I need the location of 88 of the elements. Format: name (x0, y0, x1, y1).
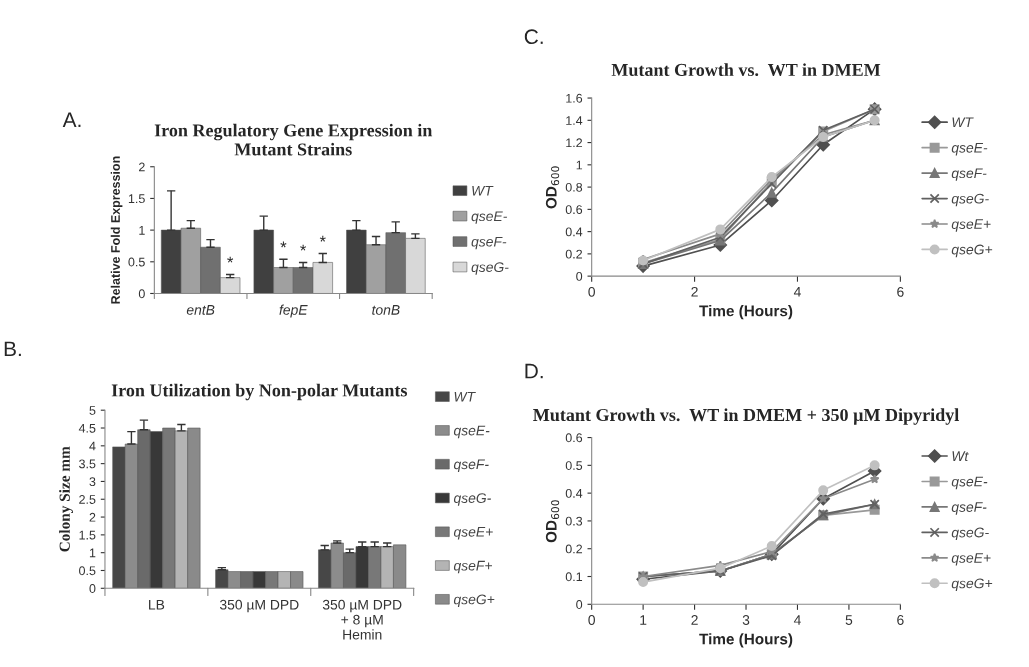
x-tick-label: 4 (793, 615, 801, 625)
text: A. (62, 112, 81, 127)
x-tick-label: 350 µM DPD (219, 599, 299, 613)
x-tick-label: entB (186, 305, 215, 315)
legend-label: WT (952, 117, 974, 128)
y-tick-label: 5 (89, 406, 96, 415)
y-tick-label: 0.5 (79, 566, 96, 576)
y-tick-label: 1 (139, 226, 145, 235)
y-axis-title: Relative Fold Expression (110, 156, 123, 304)
chart-title: Mutant Growth vs. WT in DMEM (611, 63, 881, 77)
text: C. (524, 29, 543, 45)
legend-label: Wt (952, 451, 969, 462)
legend-label: qseG- (951, 527, 989, 541)
chart-title: Mutant Growth vs. WT in DMEM + 350 µM Dipyridyl (533, 408, 959, 425)
x-tick-label: 5 (845, 615, 853, 625)
x-tick-label: LB (149, 599, 165, 610)
y-tick-label: 0.4 (565, 227, 583, 237)
y-tick-label: 0.8 (565, 182, 583, 192)
legend-label: qseG- (471, 262, 509, 275)
x-tick-label: tonB (372, 305, 400, 315)
y-tick-label: 1.5 (79, 530, 96, 540)
data-label: * (280, 241, 287, 248)
y-tick-label: 3 (89, 477, 96, 487)
y-axis-title: OD$_{600}$ (545, 500, 560, 543)
y-tick-label: 0.2 (565, 249, 583, 259)
chart-title: Iron Regulatory Gene Expression in Mutant Strains (154, 123, 433, 156)
legend-label: qseE- (471, 211, 508, 224)
y-tick-label: 0.6 (565, 433, 583, 443)
y-tick-label: 1.4 (566, 116, 583, 125)
legend-label: qseG- (453, 493, 491, 506)
y-tick-label: 4.5 (78, 423, 96, 433)
y-tick-label: 1 (576, 160, 583, 170)
legend-label: WT (472, 185, 494, 196)
y-tick-label: 2.5 (79, 495, 96, 504)
legend-label: WT (454, 391, 476, 402)
legend-label: qseE- (453, 425, 490, 439)
legend-label: qseG+ (453, 594, 495, 608)
data-label: * (319, 235, 326, 242)
x-tick-label: 6 (897, 615, 904, 625)
y-axis-title: OD$_{600}$ (545, 166, 560, 209)
y-tick-label: 0.4 (565, 488, 583, 498)
y-tick-label: 0.5 (565, 461, 583, 470)
y-tick-label: 0 (576, 271, 583, 281)
x-tick-label: 2 (691, 615, 698, 625)
y-tick-label: 0.1 (565, 572, 583, 582)
y-tick-label: 1.2 (566, 138, 583, 148)
x-tick-label: 0 (588, 286, 595, 297)
x-tick-label: 1 (640, 615, 647, 625)
legend-label: qseE+ (453, 527, 493, 540)
y-tick-label: 1 (89, 548, 96, 558)
data-label: * (227, 256, 234, 263)
legend-label: qseG- (951, 193, 989, 207)
y-tick-label: 2 (89, 512, 96, 522)
x-tick-label: 4 (793, 287, 801, 297)
y-tick-label: 4 (89, 441, 96, 451)
x-tick-label: 3 (742, 615, 750, 625)
legend-label: qseE+ (951, 219, 991, 232)
y-tick-label: 1.5 (128, 194, 145, 204)
legend-label: qseF- (471, 236, 507, 250)
chart-title: Iron Utilization by Non-polar Mutants (111, 383, 408, 401)
x-tick-label: 6 (897, 286, 904, 297)
legend-label: qseF- (453, 459, 489, 472)
legend-label: qseE- (951, 476, 988, 490)
x-tick-label: 0 (588, 615, 595, 625)
y-tick-label: 3.5 (79, 459, 96, 469)
text: B. (4, 341, 21, 357)
legend-label: qseG+ (951, 578, 993, 592)
legend-label: qseE+ (951, 553, 991, 566)
legend-label: qseF+ (453, 560, 492, 574)
y-tick-label: 0.6 (565, 205, 583, 215)
legend-label: qseG+ (951, 244, 993, 258)
x-tick-label: fepE (279, 304, 308, 318)
x-axis-title: Time (Hours) (699, 633, 793, 648)
y-tick-label: 2 (139, 162, 145, 172)
y-tick-label: 1.6 (566, 93, 583, 103)
y-tick-label: 0.2 (565, 544, 583, 554)
data-label: * (300, 244, 307, 251)
y-tick-label: 0.3 (565, 516, 583, 526)
legend-label: qseF- (951, 502, 987, 515)
legend-label: qseE- (951, 142, 988, 156)
legend-label: qseF- (951, 168, 987, 181)
y-tick-label: 0 (89, 584, 96, 593)
x-axis-title: Time (Hours) (699, 305, 793, 320)
y-axis-title: Colony Size mm (59, 446, 73, 552)
x-tick-label: 2 (691, 286, 698, 297)
y-tick-label: 0.5 (128, 257, 145, 267)
text: D. (525, 363, 543, 379)
x-tick-label: 350 µM DPD + 8 µM Hemin (322, 599, 402, 640)
